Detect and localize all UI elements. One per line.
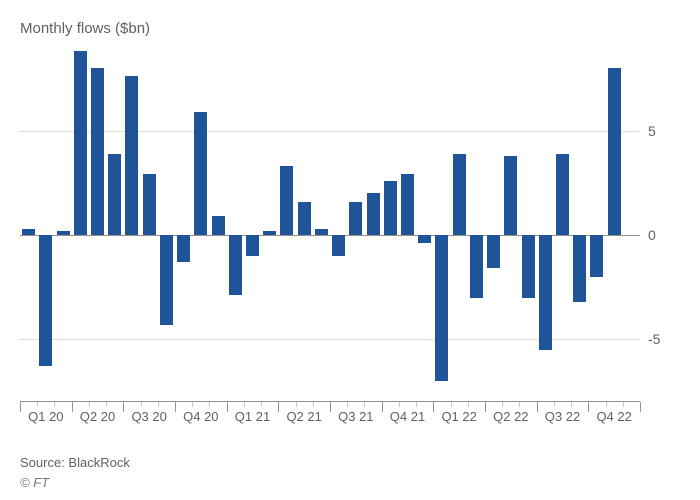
bar (608, 68, 621, 235)
x-tick-major (588, 402, 589, 412)
bar (349, 202, 362, 235)
x-tick-major (433, 402, 434, 412)
x-tick-minor (244, 402, 245, 407)
x-axis-label: Q1 21 (235, 409, 270, 424)
x-axis-label: Q2 22 (493, 409, 528, 424)
x-tick-major (20, 402, 21, 412)
gridline (20, 131, 640, 132)
x-tick-minor (89, 402, 90, 407)
bar (194, 112, 207, 235)
x-tick-major (640, 402, 641, 412)
chart-footer: © FT (20, 475, 49, 490)
bar (298, 202, 311, 235)
bar (177, 235, 190, 262)
bar (108, 154, 121, 235)
x-tick-minor (313, 402, 314, 407)
bar (22, 229, 35, 235)
x-axis-label: Q3 21 (338, 409, 373, 424)
bar (590, 235, 603, 277)
bar (332, 235, 345, 256)
x-tick-minor (606, 402, 607, 407)
bar (487, 235, 500, 268)
bar (418, 235, 431, 243)
x-tick-major (278, 402, 279, 412)
x-tick-minor (416, 402, 417, 407)
x-tick-minor (502, 402, 503, 407)
bar (212, 216, 225, 235)
chart-container: Monthly flows ($bn) -5 0 5 Q1 20 Q2 20 Q3 20 Q… (0, 0, 700, 500)
bar (435, 235, 448, 381)
bar (229, 235, 242, 296)
ft-logo: © FT (20, 475, 49, 490)
x-axis-label: Q3 20 (131, 409, 166, 424)
bar (39, 235, 52, 367)
x-tick-minor (399, 402, 400, 407)
bar (57, 231, 70, 235)
bar (263, 231, 276, 235)
x-tick-major (382, 402, 383, 412)
x-tick-minor (554, 402, 555, 407)
x-tick-minor (209, 402, 210, 407)
x-axis-label: Q4 22 (596, 409, 631, 424)
x-tick-minor (451, 402, 452, 407)
chart-subtitle: Monthly flows ($bn) (20, 20, 680, 37)
bar (453, 154, 466, 235)
bar (504, 156, 517, 235)
x-tick-minor (54, 402, 55, 407)
bar (522, 235, 535, 298)
x-tick-major (330, 402, 331, 412)
x-axis-label: Q1 20 (28, 409, 63, 424)
x-tick-major (72, 402, 73, 412)
x-tick-minor (519, 402, 520, 407)
bar (367, 193, 380, 235)
bar (315, 229, 328, 235)
bar (470, 235, 483, 298)
y-axis-label: -5 (640, 331, 670, 347)
x-tick-major (175, 402, 176, 412)
x-tick-major (537, 402, 538, 412)
x-axis-label: Q2 21 (286, 409, 321, 424)
x-tick-minor (296, 402, 297, 407)
plot-area: -505Q1 20Q2 20Q3 20Q4 20Q1 21Q2 21Q3 21Q… (20, 47, 680, 402)
bar (125, 76, 138, 235)
x-axis-label: Q3 22 (545, 409, 580, 424)
y-axis-label: 5 (640, 123, 670, 139)
y-axis-label: 0 (640, 227, 670, 243)
x-axis-label: Q4 20 (183, 409, 218, 424)
x-tick-major (227, 402, 228, 412)
chart-source: Source: BlackRock (20, 455, 130, 470)
bar (384, 181, 397, 235)
x-axis-label: Q1 22 (441, 409, 476, 424)
x-tick-major (123, 402, 124, 412)
x-axis-label: Q4 21 (390, 409, 425, 424)
bar (246, 235, 259, 256)
bar (401, 174, 414, 235)
x-tick-minor (158, 402, 159, 407)
x-tick-minor (261, 402, 262, 407)
x-tick-minor (141, 402, 142, 407)
bar (573, 235, 586, 302)
bar (280, 166, 293, 235)
x-tick-minor (468, 402, 469, 407)
x-tick-minor (106, 402, 107, 407)
bar (91, 68, 104, 235)
x-tick-minor (364, 402, 365, 407)
bar (74, 51, 87, 235)
x-tick-minor (347, 402, 348, 407)
x-tick-minor (192, 402, 193, 407)
bar (556, 154, 569, 235)
x-tick-major (485, 402, 486, 412)
x-tick-minor (37, 402, 38, 407)
bar (160, 235, 173, 325)
x-axis-label: Q2 20 (80, 409, 115, 424)
x-tick-minor (623, 402, 624, 407)
bar (539, 235, 552, 350)
bar (143, 174, 156, 235)
x-tick-minor (571, 402, 572, 407)
